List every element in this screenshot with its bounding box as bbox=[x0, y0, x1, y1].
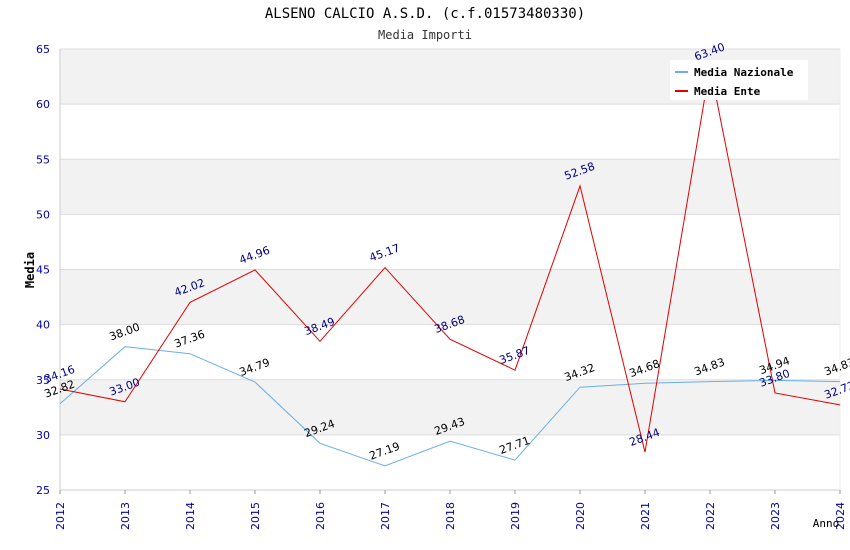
x-tick-label: 2017 bbox=[379, 502, 392, 530]
x-tick-label: 2016 bbox=[314, 502, 327, 530]
x-tick-label: 2022 bbox=[704, 502, 717, 530]
x-tick-label: 2012 bbox=[54, 502, 67, 530]
y-tick-label: 35 bbox=[36, 374, 50, 387]
grid-band bbox=[60, 214, 840, 270]
x-tick-label: 2023 bbox=[769, 502, 782, 530]
y-axis-label: Media bbox=[23, 252, 37, 288]
plot-background bbox=[60, 49, 840, 490]
y-tick-label: 45 bbox=[36, 264, 50, 277]
x-tick-label: 2013 bbox=[119, 502, 132, 530]
chart-title: ALSENO CALCIO A.S.D. (c.f.01573480330) bbox=[265, 6, 585, 22]
x-axis-label: Anno bbox=[813, 517, 840, 530]
y-tick-label: 30 bbox=[36, 429, 50, 442]
y-tick-label: 55 bbox=[36, 153, 50, 166]
grid-band bbox=[60, 269, 840, 325]
y-tick-label: 65 bbox=[36, 43, 50, 56]
x-tick-label: 2019 bbox=[509, 502, 522, 530]
x-tick-label: 2024 bbox=[834, 502, 847, 530]
y-axis-ticks: 25 30 35 40 45 50 55 60 65 bbox=[36, 43, 50, 497]
y-tick-label: 40 bbox=[36, 319, 50, 332]
grid-band bbox=[60, 379, 840, 435]
x-axis-ticks: 2012 2013 2014 2015 2016 2017 2018 2019 2020 2021… bbox=[54, 490, 847, 530]
grid-band bbox=[60, 324, 840, 380]
series-line-media-nazionale bbox=[59, 346, 841, 467]
y-tick-label: 25 bbox=[36, 484, 50, 497]
x-tick-label: 2018 bbox=[444, 502, 457, 530]
legend-label-media-nazionale: Media Nazionale bbox=[694, 66, 794, 79]
legend-label-media-ente: Media Ente bbox=[694, 85, 761, 98]
y-tick-label: 60 bbox=[36, 98, 50, 111]
grid-band bbox=[60, 104, 840, 160]
y-tick-label: 50 bbox=[36, 208, 50, 221]
x-tick-label: 2014 bbox=[184, 502, 197, 530]
legend-box bbox=[670, 60, 808, 100]
grid-band bbox=[60, 159, 840, 215]
chart-subtitle: Media Importi bbox=[378, 28, 472, 42]
x-tick-label: 2015 bbox=[249, 502, 262, 530]
grid-band bbox=[60, 434, 840, 490]
x-tick-label: 2020 bbox=[574, 502, 587, 530]
legend: Media Nazionale Media Ente bbox=[670, 60, 808, 100]
x-tick-label: 2021 bbox=[639, 502, 652, 530]
